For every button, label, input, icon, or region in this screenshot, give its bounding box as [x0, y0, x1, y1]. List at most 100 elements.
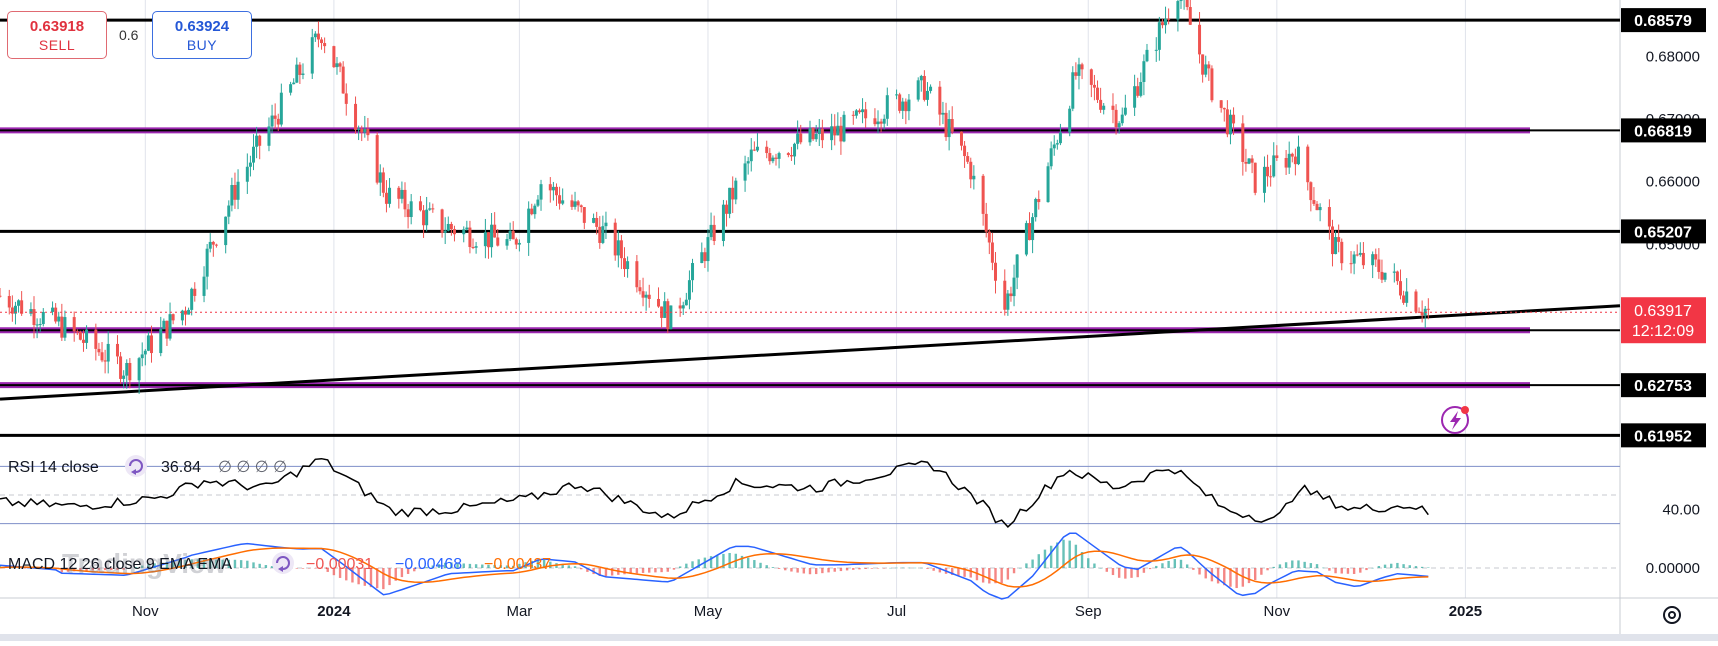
candle — [898, 92, 902, 114]
candle-body — [786, 153, 790, 156]
x-tick-label[interactable]: May — [694, 603, 723, 620]
macd-histogram-bar — [382, 568, 385, 590]
macd-histogram-bar — [1216, 568, 1220, 584]
candle-body — [561, 200, 565, 204]
candle — [1417, 307, 1421, 314]
macd-histogram-bar — [0, 565, 2, 568]
flash-alert-icon[interactable] — [1441, 406, 1469, 434]
macd-histogram-bar — [771, 567, 775, 568]
candle — [7, 289, 11, 315]
candle-body — [570, 200, 574, 207]
macd-histogram-bar — [549, 561, 552, 568]
candle-body — [799, 133, 803, 143]
macd-settings-icon[interactable] — [272, 552, 294, 574]
x-tick-label[interactable]: Sep — [1075, 603, 1102, 620]
candle-body — [443, 230, 447, 233]
rsi-label[interactable]: RSI 14 close — [8, 459, 99, 476]
candle — [1031, 213, 1035, 254]
candle-body — [187, 309, 191, 315]
rsi-settings-icon[interactable] — [125, 455, 147, 477]
candle — [947, 110, 951, 151]
x-tick-label[interactable]: Nov — [132, 603, 159, 620]
candle — [267, 117, 271, 152]
candle — [925, 82, 929, 106]
price-axis[interactable]: 0.680000.670000.660000.650000.685790.668… — [0, 8, 1706, 448]
x-tick-label[interactable]: Nov — [1263, 603, 1290, 620]
candle-body — [554, 186, 558, 196]
candle-body — [635, 261, 639, 288]
candle — [929, 84, 933, 94]
y-tick-label[interactable]: 0.68000 — [1646, 48, 1700, 65]
candle-body — [1179, 0, 1183, 2]
x-tick-label[interactable]: Mar — [506, 603, 532, 620]
level-label-box — [1621, 118, 1706, 143]
time-axis[interactable]: Nov 2024 Mar May Jul Sep Nov 2025 — [132, 603, 1482, 620]
candle — [1275, 145, 1279, 162]
buy-button[interactable]: 0.63924 BUY — [152, 11, 252, 59]
macd-histogram-bar — [759, 562, 762, 568]
sell-button[interactable]: 0.63918 SELL — [7, 11, 107, 59]
candle — [944, 102, 948, 141]
candle-body — [1160, 22, 1164, 26]
macd-histogram-bar — [171, 561, 175, 568]
macd-histogram-bar — [97, 568, 101, 571]
candle-body — [619, 240, 623, 259]
candle-body — [78, 331, 82, 340]
candle-body — [536, 199, 540, 206]
candle — [449, 221, 453, 236]
candle-body — [873, 118, 877, 125]
candle — [666, 298, 670, 334]
y-tick-label[interactable]: 0.66000 — [1646, 174, 1700, 191]
candle — [41, 308, 45, 327]
candle — [115, 335, 119, 365]
candle-body — [406, 209, 410, 218]
candle — [165, 320, 169, 347]
macd-histogram-bar — [351, 568, 354, 583]
candle — [771, 155, 775, 164]
candle — [418, 196, 422, 212]
macd-histogram-bar — [1185, 564, 1189, 568]
candle — [755, 133, 759, 153]
candle-body — [301, 73, 305, 75]
candle — [657, 287, 661, 308]
candle — [1327, 199, 1331, 240]
macd-histogram-bar — [246, 560, 249, 568]
candle — [533, 203, 537, 219]
candle-body — [539, 184, 543, 200]
candle — [1244, 148, 1248, 172]
macd-histogram-bar — [122, 568, 125, 570]
candle — [635, 255, 639, 293]
candle — [360, 125, 364, 142]
vertical-gridlines — [144, 0, 1466, 598]
macd-histogram-bar — [858, 568, 861, 570]
candle-body — [1114, 109, 1118, 128]
macd-histogram-bar — [740, 555, 744, 568]
candle-body — [403, 189, 407, 210]
candle-body — [162, 320, 166, 329]
candle — [882, 114, 886, 130]
x-tick-label[interactable]: 2024 — [317, 603, 351, 620]
indicator-labels: RSI 14 close 36.84 ∅ ∅ ∅ ∅ TradingView M… — [8, 406, 1681, 624]
x-tick-label[interactable]: 2025 — [1449, 603, 1482, 620]
macd-histogram-bar — [1284, 562, 1288, 568]
macd-histogram-bar — [1266, 568, 1269, 571]
macd-histogram-bar — [765, 565, 768, 568]
macd-histogram-bar — [116, 568, 119, 570]
macd-histogram-bar — [1117, 568, 1121, 578]
candle — [1055, 139, 1059, 150]
macd-histogram-bar — [901, 567, 904, 569]
settings-gear-icon[interactable] — [1663, 606, 1681, 624]
x-tick-label[interactable]: Jul — [887, 603, 906, 620]
candle — [619, 235, 623, 270]
candle-body — [647, 294, 651, 299]
macd-histogram-bar — [623, 568, 626, 575]
candle — [400, 181, 404, 204]
macd-histogram-bar — [400, 568, 404, 578]
candle-body — [72, 317, 76, 332]
bottom-scroll-bar[interactable] — [0, 634, 1718, 641]
candle-body — [533, 205, 537, 215]
candle — [573, 191, 577, 210]
macd-label[interactable]: MACD 12 26 close 9 EMA EMA — [8, 556, 232, 573]
candle — [1052, 135, 1056, 156]
candle-body — [97, 348, 101, 353]
